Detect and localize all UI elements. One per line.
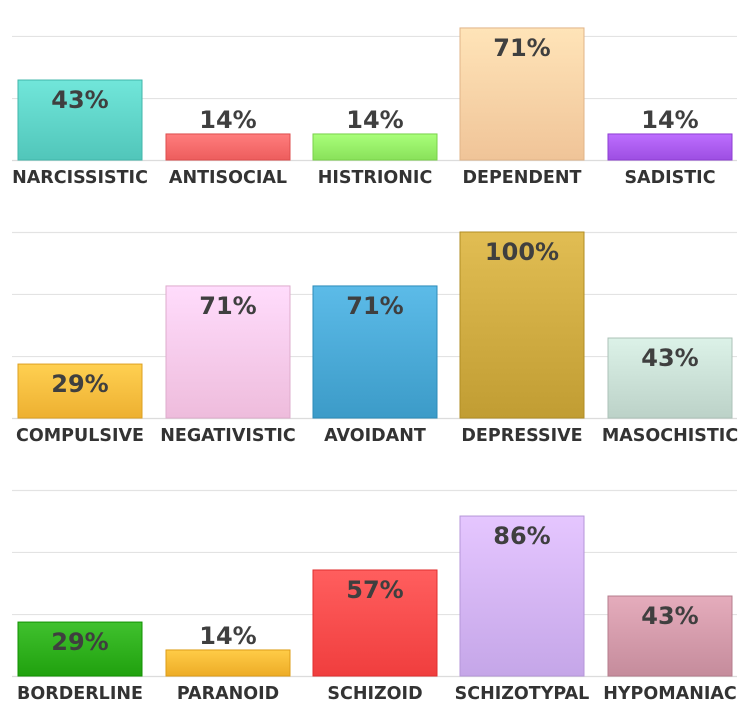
chart-panel-1: 43% NARCISSISTIC 14% ANTISOCIAL 14% HISTRIONI… xyxy=(12,27,737,188)
value-label-antisocial: 14% xyxy=(199,106,256,134)
category-label-histrionic: HISTRIONIC xyxy=(318,168,433,188)
category-label-compulsive: COMPULSIVE xyxy=(16,426,144,446)
category-label-borderline: BORDERLINE xyxy=(17,684,143,704)
value-label-paranoid: 14% xyxy=(199,622,256,650)
category-label-sadistic: SADISTIC xyxy=(624,168,715,188)
bar-borderline xyxy=(17,621,143,677)
bar-avoidant xyxy=(312,285,438,419)
bar-schizotypal xyxy=(459,515,585,677)
category-label-narcissistic: NARCISSISTIC xyxy=(12,168,148,188)
value-label-negativistic: 71% xyxy=(199,292,256,320)
bar-schizoid xyxy=(312,569,438,677)
value-label-compulsive: 29% xyxy=(51,370,108,398)
category-label-masochistic: MASOCHISTIC xyxy=(602,426,738,446)
bar-negativistic xyxy=(165,285,291,419)
bar-paranoid xyxy=(165,649,291,677)
bar-narcissistic xyxy=(17,79,143,161)
bar-depressive xyxy=(459,231,585,419)
value-label-schizotypal: 86% xyxy=(493,522,550,550)
value-label-masochistic: 43% xyxy=(641,344,698,372)
value-label-borderline: 29% xyxy=(51,628,108,656)
value-label-histrionic: 14% xyxy=(346,106,403,134)
value-label-schizoid: 57% xyxy=(346,576,403,604)
bar-antisocial xyxy=(165,133,291,161)
chart-panel-3: 29% BORDERLINE 14% PARANOID 57% SCHIZOID 86% SC… xyxy=(12,489,737,704)
bar-masochistic xyxy=(607,337,733,419)
value-label-dependent: 71% xyxy=(493,34,550,62)
value-label-depressive: 100% xyxy=(485,238,559,266)
chart-panel-2: 29% COMPULSIVE 71% NEGATIVISTIC 71% AVOIDANT 1… xyxy=(12,231,738,446)
bar-histrionic xyxy=(312,133,438,161)
category-label-dependent: DEPENDENT xyxy=(463,168,582,188)
value-label-sadistic: 14% xyxy=(641,106,698,134)
category-label-schizoid: SCHIZOID xyxy=(327,684,422,704)
category-label-negativistic: NEGATIVISTIC xyxy=(160,426,296,446)
bar-dependent xyxy=(459,27,585,161)
bar-sadistic xyxy=(607,133,733,161)
value-label-hypomaniac: 43% xyxy=(641,602,698,630)
category-label-antisocial: ANTISOCIAL xyxy=(169,168,287,188)
category-label-depressive: DEPRESSIVE xyxy=(461,426,582,446)
category-label-paranoid: PARANOID xyxy=(177,684,279,704)
value-label-avoidant: 71% xyxy=(346,292,403,320)
bar-hypomaniac xyxy=(607,595,733,677)
bar-compulsive xyxy=(17,363,143,419)
category-label-avoidant: AVOIDANT xyxy=(324,426,426,446)
category-label-hypomaniac: HYPOMANIAC xyxy=(603,684,737,704)
value-label-narcissistic: 43% xyxy=(51,86,108,114)
category-label-schizotypal: SCHIZOTYPAL xyxy=(455,684,590,704)
